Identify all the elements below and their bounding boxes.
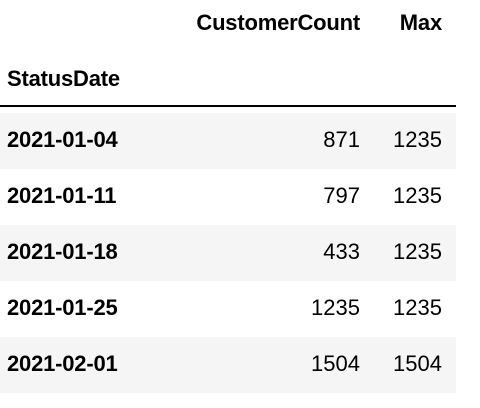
- table-body: 2021-01-04 871 1235 2021-01-11 797 1235 …: [0, 113, 456, 393]
- row-index-label: 2021-01-25: [7, 295, 118, 320]
- index-name-label: StatusDate: [7, 66, 120, 91]
- table-row: 2021-01-04 871 1235: [0, 113, 456, 169]
- dataframe-table: CustomerCount Max StatusDate: [0, 0, 456, 106]
- cell-customercount: 1504: [311, 351, 360, 376]
- index-name-row: StatusDate: [0, 52, 456, 106]
- table-row: 2021-01-25 1235 1235: [0, 281, 456, 337]
- table-row: 2021-02-01 1504 1504: [0, 337, 456, 393]
- row-index-label: 2021-01-04: [7, 127, 118, 152]
- column-header-row: CustomerCount Max: [0, 0, 456, 52]
- table-row: 2021-01-11 797 1235: [0, 169, 456, 225]
- row-index-label: 2021-01-11: [7, 183, 117, 208]
- cell-max: 1504: [393, 351, 442, 376]
- cell-customercount: 433: [323, 239, 360, 264]
- cell-max: 1235: [393, 183, 442, 208]
- cell-customercount: 1235: [311, 295, 360, 320]
- column-header-customercount: CustomerCount: [196, 10, 360, 35]
- row-index-label: 2021-02-01: [7, 351, 118, 376]
- cell-max: 1235: [393, 239, 442, 264]
- cell-customercount: 797: [323, 183, 360, 208]
- cell-max: 1235: [393, 295, 442, 320]
- column-header-max: Max: [399, 10, 442, 35]
- table-row: 2021-01-18 433 1235: [0, 225, 456, 281]
- cell-customercount: 871: [323, 127, 360, 152]
- row-index-label: 2021-01-18: [7, 239, 118, 264]
- header-divider: [0, 105, 456, 107]
- cell-max: 1235: [393, 127, 442, 152]
